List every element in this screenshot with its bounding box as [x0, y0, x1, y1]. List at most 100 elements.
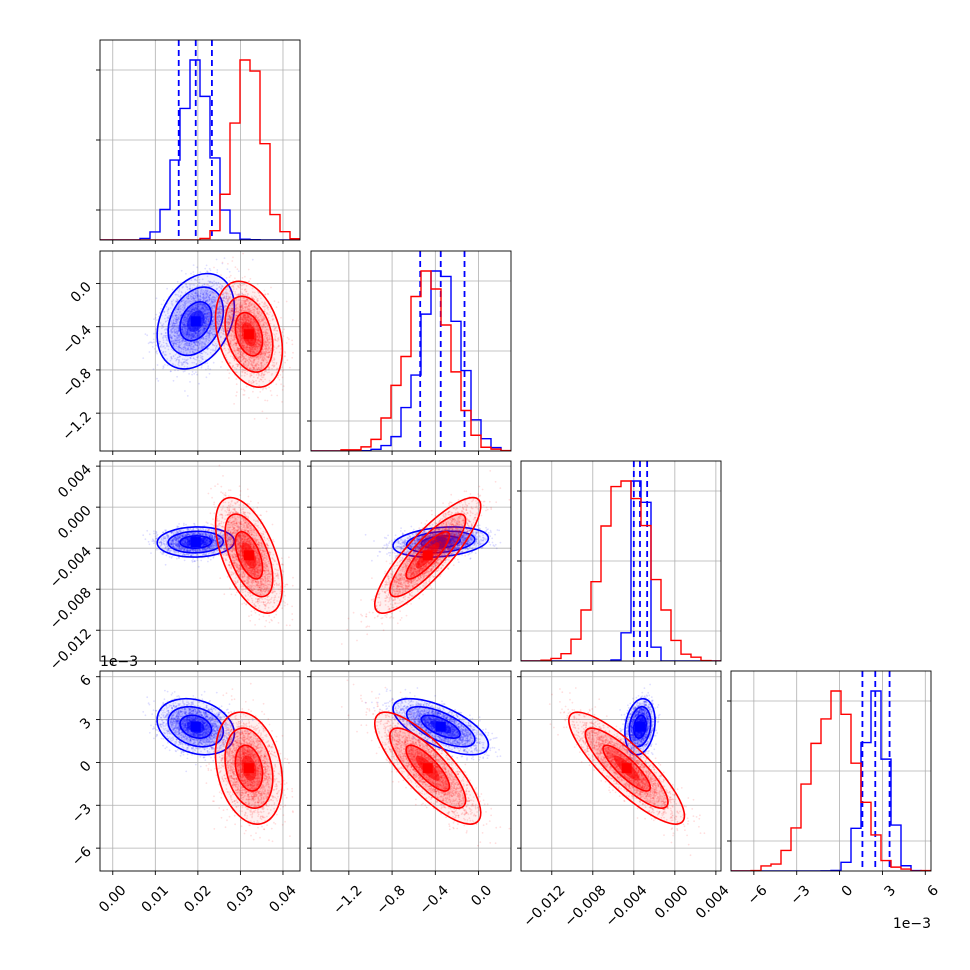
blue-point: [183, 324, 186, 327]
blue-point: [186, 319, 188, 322]
blue-point: [207, 320, 210, 322]
blue-point: [177, 339, 180, 341]
red-point: [275, 306, 278, 309]
blue-point: [176, 339, 179, 342]
red-point: [228, 372, 231, 375]
blue-point: [171, 288, 174, 291]
blue-point: [217, 281, 220, 284]
blue-point: [181, 358, 184, 361]
blue-point: [188, 343, 191, 346]
blue-point: [215, 288, 218, 291]
blue-point: [176, 280, 179, 283]
blue-point: [213, 296, 216, 298]
blue-point: [195, 304, 198, 307]
blue-point: [186, 316, 189, 319]
blue-point: [186, 333, 189, 336]
blue-point: [186, 345, 189, 347]
blue-point: [196, 306, 199, 309]
blue-point: [203, 322, 206, 325]
blue-point: [182, 316, 185, 319]
blue-point: [171, 324, 174, 327]
blue-point: [206, 309, 209, 311]
blue-point: [211, 320, 214, 322]
blue-point: [204, 303, 206, 306]
blue-point: [208, 314, 210, 316]
blue-point: [216, 308, 219, 311]
blue-point: [208, 298, 211, 301]
blue-point: [188, 313, 191, 316]
blue-point: [153, 341, 155, 344]
blue-point: [188, 310, 191, 313]
red-point: [242, 394, 245, 396]
blue-point: [207, 312, 209, 315]
blue-point: [171, 327, 174, 330]
blue-point: [206, 325, 209, 327]
blue-point: [209, 329, 212, 331]
blue-point: [142, 357, 145, 359]
blue-point: [180, 314, 183, 317]
blue-point: [193, 349, 195, 351]
blue-point: [160, 307, 162, 310]
blue-point: [194, 300, 197, 302]
blue-point: [198, 342, 201, 345]
blue-point: [178, 359, 180, 361]
blue-point: [202, 296, 205, 299]
blue-point: [206, 292, 209, 295]
blue-point: [192, 307, 195, 309]
blue-point: [160, 303, 163, 306]
blue-point: [172, 355, 175, 358]
blue-point: [188, 342, 191, 345]
red-point: [268, 386, 270, 389]
blue-point: [199, 333, 202, 336]
blue-point: [210, 322, 213, 324]
blue-point: [209, 297, 212, 300]
blue-point: [191, 348, 193, 350]
blue-point: [170, 336, 173, 339]
blue-point: [208, 296, 211, 299]
blue-point: [188, 344, 191, 347]
blue-point: [188, 373, 191, 375]
blue-point: [197, 355, 200, 358]
blue-point: [186, 352, 188, 354]
blue-point: [164, 321, 167, 323]
blue-point: [216, 315, 219, 317]
blue-point: [162, 337, 164, 340]
blue-point: [186, 363, 189, 365]
blue-point: [191, 308, 194, 311]
blue-density-peak: [190, 316, 201, 327]
blue-point: [190, 337, 192, 340]
blue-point: [199, 329, 202, 331]
blue-point: [185, 341, 188, 344]
blue-point: [185, 325, 187, 327]
blue-point: [221, 284, 223, 287]
blue-point: [192, 332, 195, 335]
blue-point: [174, 369, 176, 372]
blue-point: [175, 320, 178, 323]
blue-point: [203, 324, 206, 327]
blue-point: [184, 333, 187, 336]
blue-point: [190, 272, 192, 275]
blue-point: [213, 322, 215, 325]
blue-point: [217, 310, 219, 313]
blue-point: [186, 337, 189, 340]
blue-point: [171, 357, 173, 360]
blue-point: [208, 303, 211, 306]
blue-point: [179, 314, 182, 317]
red-point: [281, 366, 283, 369]
blue-point: [188, 300, 191, 302]
blue-point: [175, 301, 178, 303]
blue-point: [163, 353, 166, 356]
blue-point: [188, 334, 191, 336]
blue-point: [200, 293, 202, 295]
blue-point: [187, 331, 190, 334]
blue-point: [217, 318, 220, 321]
blue-point: [193, 297, 196, 300]
blue-point: [165, 328, 168, 331]
blue-point: [194, 343, 197, 346]
blue-point: [222, 320, 225, 323]
blue-point: [206, 362, 209, 365]
blue-point: [175, 318, 178, 321]
blue-point: [209, 334, 211, 337]
blue-point: [171, 316, 174, 318]
blue-point: [205, 368, 207, 371]
